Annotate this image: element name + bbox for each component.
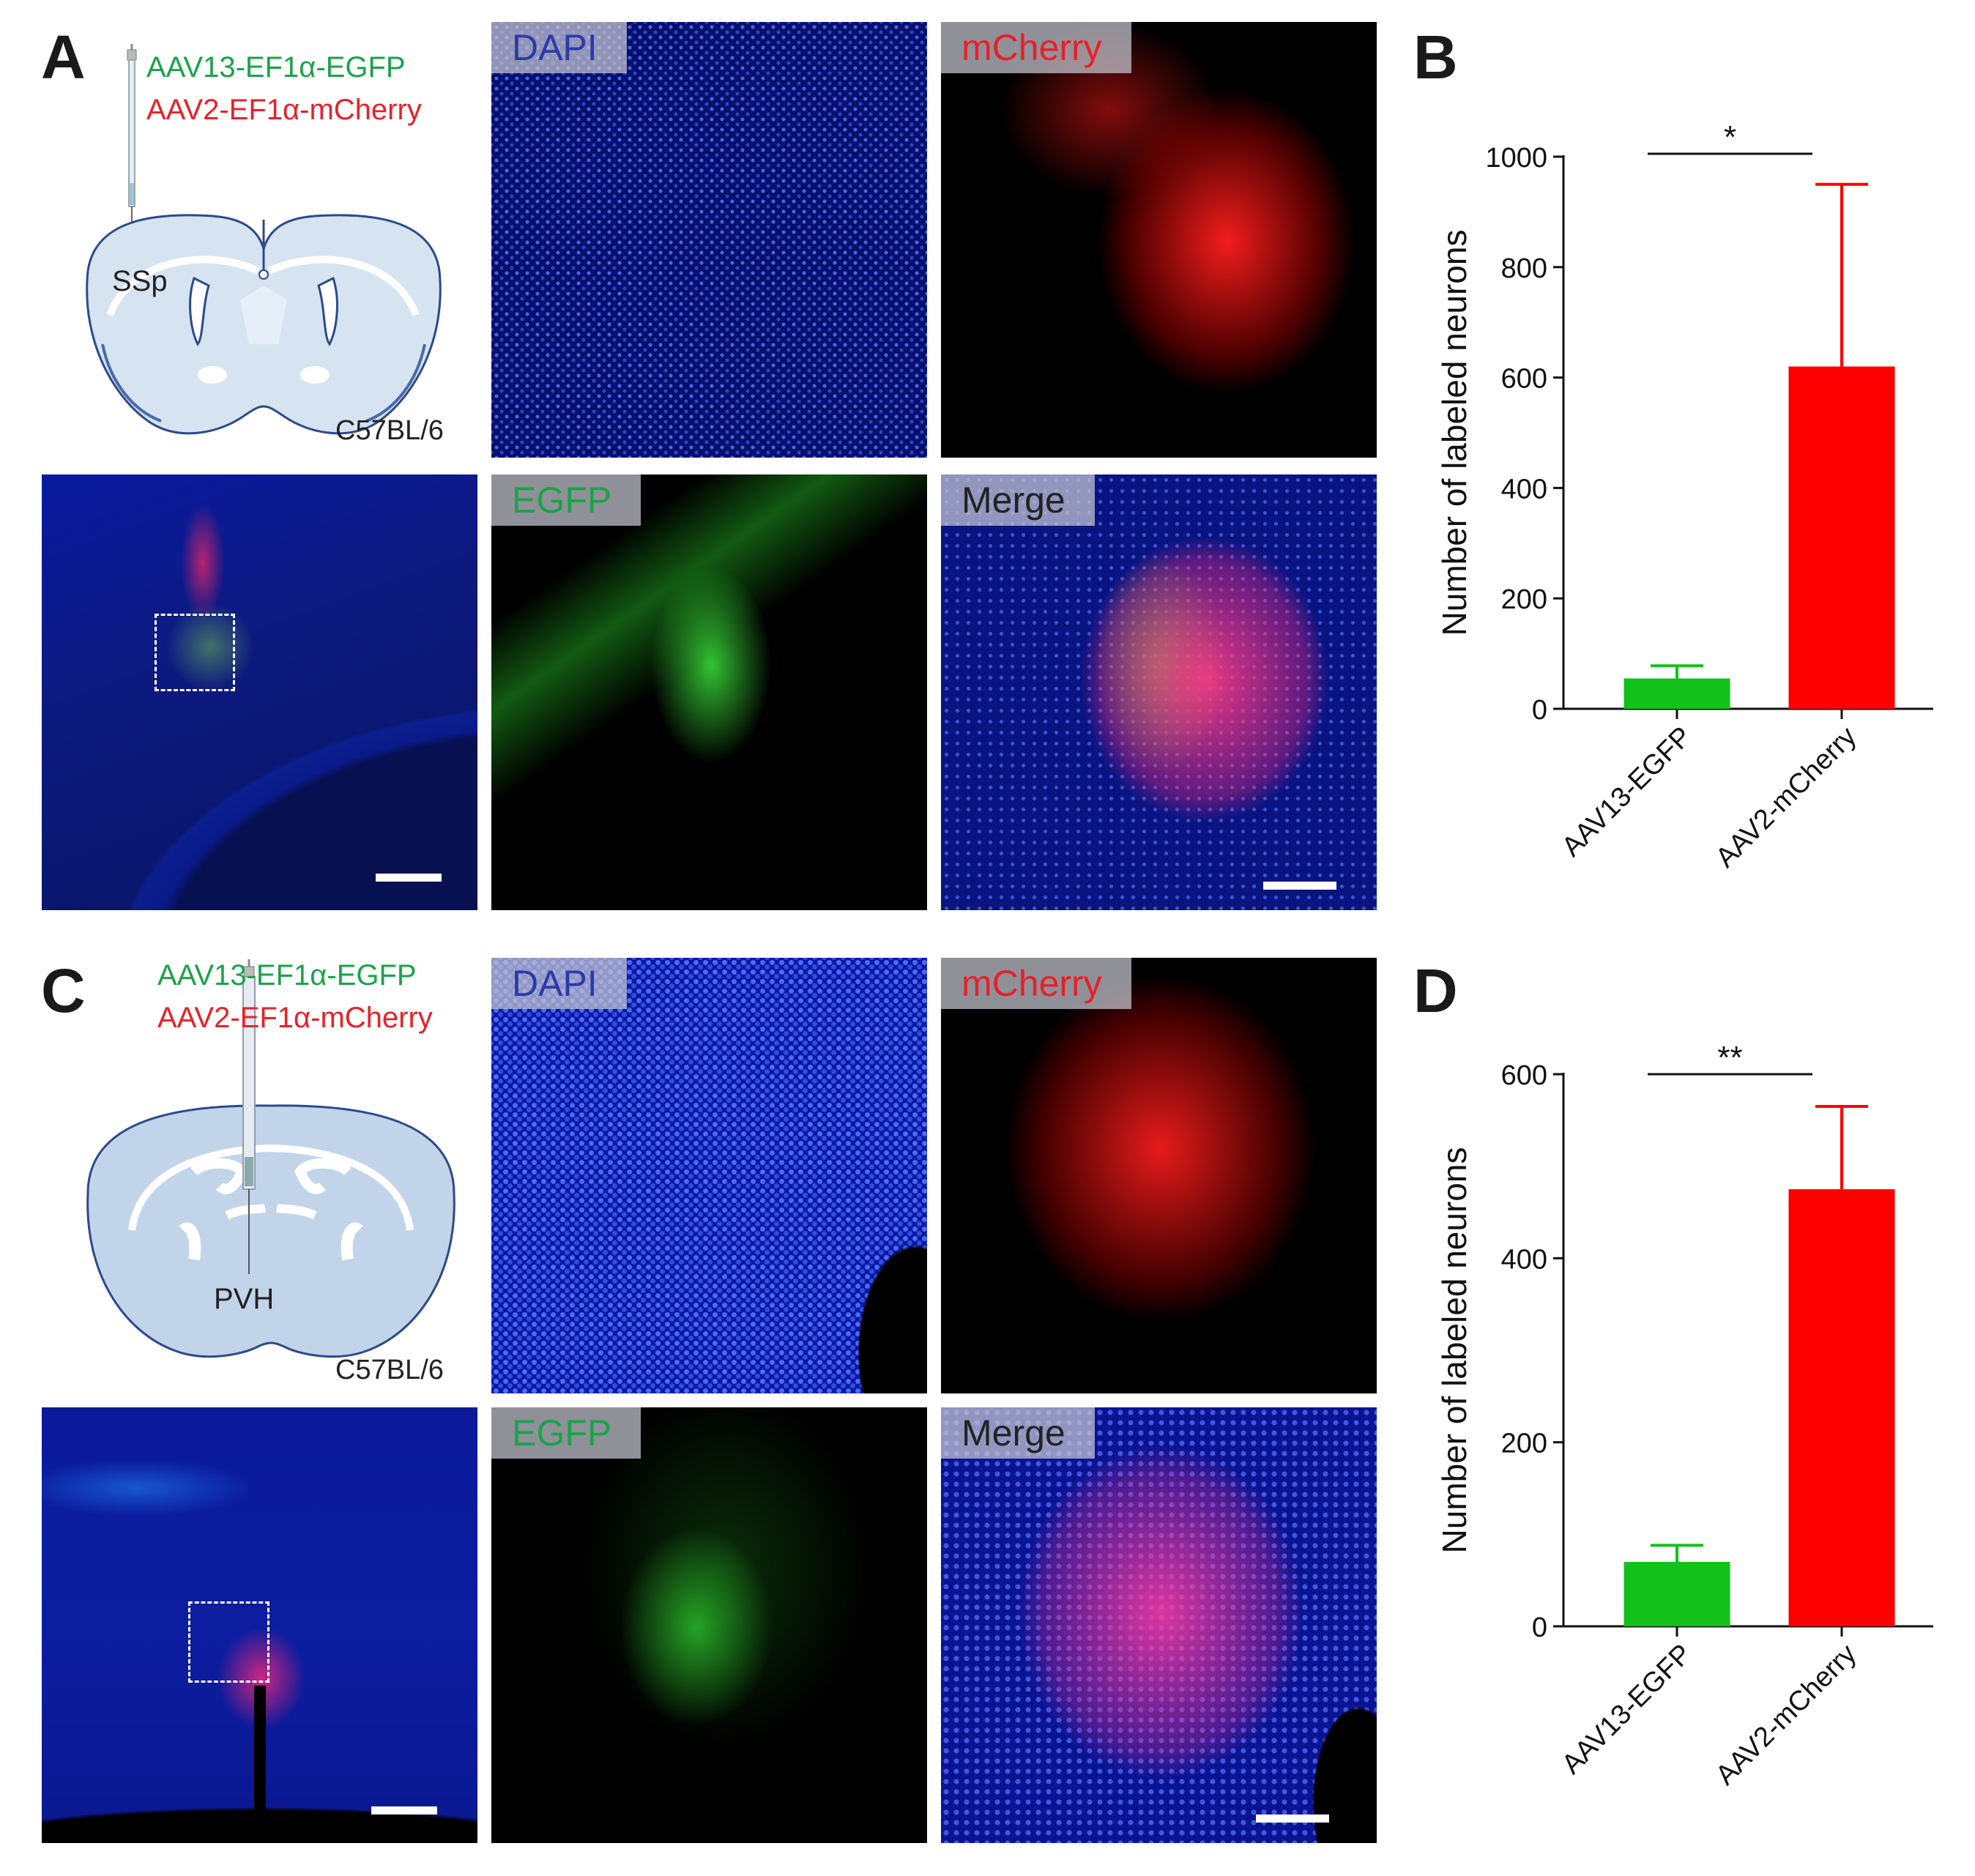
syringe-icon: [242, 959, 256, 1274]
region-label-c: PVH: [214, 1283, 275, 1315]
x-tick-label: AAV13-EGFP: [1556, 1639, 1697, 1780]
bar-chart-b: Number of labeled neurons 0 200 400 600 800 10…: [1435, 119, 1933, 874]
egfp-micrograph-c: EGFP: [491, 1407, 927, 1843]
strain-label-c: C57BL/6: [335, 1355, 444, 1385]
dapi-micrograph-a: DAPI: [491, 22, 927, 458]
virus-red-label-c: AAV2-EF1α-mCherry: [157, 1002, 433, 1034]
channel-label-mcherry: mCherry: [941, 958, 1131, 1009]
bar: [1623, 678, 1730, 709]
channel-label-dapi: DAPI: [491, 22, 627, 73]
channel-label-egfp: EGFP: [491, 474, 641, 526]
panel-letter-d: D: [1413, 956, 1458, 1025]
y-tick-label: 0: [1532, 695, 1547, 726]
scale-bar: [1256, 1814, 1329, 1823]
channel-label-dapi: DAPI: [491, 958, 627, 1009]
schematic-a: [66, 37, 476, 454]
virus-green-label-a: AAV13-EF1α-EGFP: [146, 51, 406, 83]
dapi-micrograph-c: DAPI: [491, 958, 927, 1393]
channel-label-merge: Merge: [941, 474, 1095, 526]
virus-red-label-a: AAV2-EF1α-mCherry: [146, 94, 422, 126]
scale-bar: [1263, 882, 1336, 890]
y-tick-label: 1000: [1485, 143, 1547, 174]
mcherry-micrograph-a: mCherry: [941, 22, 1377, 458]
y-tick-label: 0: [1532, 1612, 1547, 1643]
mcherry-micrograph-c: mCherry: [941, 958, 1377, 1393]
virus-green-label-c: AAV13-EF1α-EGFP: [157, 959, 417, 991]
scale-bar: [376, 874, 442, 882]
channel-label-mcherry: mCherry: [941, 22, 1131, 73]
x-tick-label: AAV2-mCherry: [1710, 1639, 1862, 1791]
third-ventricle: [254, 1686, 266, 1810]
bar-chart-d: Number of labeled neurons 0 200 400 600 AAV13…: [1435, 1043, 1933, 1791]
bar: [1788, 366, 1895, 709]
y-tick-label: 600: [1501, 1060, 1547, 1091]
y-axis-label: Number of labeled neurons: [1435, 230, 1473, 636]
merge-micrograph-a: Merge: [941, 474, 1377, 910]
scale-bar: [371, 1806, 437, 1814]
bar: [1788, 1189, 1895, 1626]
dashed-roi-box: [155, 614, 235, 691]
egfp-micrograph-a: EGFP: [491, 474, 927, 910]
y-tick-label: 200: [1501, 584, 1547, 615]
y-tick-label: 200: [1501, 1429, 1547, 1459]
significance-marker: **: [1717, 1043, 1742, 1076]
syringe-icon: [127, 44, 137, 249]
panel-letter-b: B: [1413, 23, 1458, 92]
y-axis-label: Number of labeled neurons: [1435, 1147, 1473, 1554]
x-tick-label: AAV13-EGFP: [1556, 721, 1697, 863]
y-tick-label: 600: [1501, 364, 1547, 395]
brain-coronal-icon: [86, 959, 455, 1358]
overview-micrograph-c: [42, 1407, 477, 1843]
schematic-c: [73, 952, 483, 1391]
y-tick-label: 400: [1501, 474, 1547, 505]
y-tick-label: 800: [1501, 253, 1547, 284]
dashed-roi-box: [188, 1601, 269, 1683]
panel-letter-a: A: [41, 23, 86, 92]
overview-micrograph-a: [42, 474, 477, 910]
panel-letter-c: C: [41, 956, 86, 1025]
region-label-a: SSp: [112, 265, 168, 297]
strain-label-a: C57BL/6: [335, 415, 444, 446]
y-tick-label: 400: [1501, 1244, 1547, 1275]
channel-label-egfp: EGFP: [491, 1407, 641, 1459]
bar: [1623, 1562, 1730, 1626]
merge-micrograph-c: Merge: [941, 1407, 1377, 1843]
significance-marker: *: [1724, 119, 1736, 155]
channel-label-merge: Merge: [941, 1407, 1095, 1459]
brain-coronal-icon: [86, 44, 442, 435]
x-tick-label: AAV2-mCherry: [1710, 721, 1862, 874]
